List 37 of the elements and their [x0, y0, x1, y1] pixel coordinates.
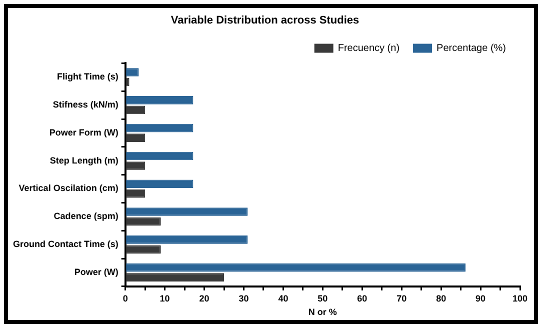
- x-tick-label: 0: [122, 293, 128, 304]
- bar: [126, 273, 224, 282]
- y-tick-label: Cadence (spm): [54, 211, 118, 222]
- x-tick-label: 70: [396, 293, 407, 304]
- x-tick-label: 80: [436, 293, 446, 304]
- x-tick-label: 30: [238, 293, 249, 304]
- bar: [126, 134, 146, 142]
- legend-label: Frecuency (n): [338, 42, 400, 54]
- bar: [126, 263, 466, 272]
- bar: [126, 189, 146, 198]
- bar: [126, 162, 146, 170]
- chart-title: Variable Distribution across Studies: [170, 14, 360, 27]
- bar: [126, 208, 248, 216]
- x-axis-title: N or %: [308, 307, 337, 318]
- y-tick-label: Step Length (m): [50, 155, 118, 166]
- bar: [126, 106, 146, 114]
- y-tick-label: Stifness (kN/m): [52, 100, 118, 110]
- y-tick-label: Power (W): [74, 266, 118, 277]
- bar: [126, 124, 194, 132]
- y-tick-label: Vertical Oscilation (cm): [18, 183, 118, 194]
- x-tick-label: 60: [357, 293, 368, 304]
- x-tick-label: 90: [476, 293, 486, 304]
- y-tick-label: Flight Time (s): [56, 72, 118, 82]
- bar: [126, 236, 248, 244]
- x-tick-label: 50: [318, 293, 328, 304]
- bar: [126, 245, 161, 254]
- bar: [126, 217, 161, 226]
- y-tick-label: Ground Contact Time (s): [12, 239, 118, 250]
- legend-label: Percentage (%): [436, 42, 506, 54]
- y-tick-label: Power Form (W): [49, 127, 118, 138]
- x-tick-label: 10: [160, 293, 170, 304]
- bar: [126, 180, 194, 188]
- x-tick-label: 20: [199, 293, 210, 304]
- bar: [126, 152, 194, 160]
- bar: [126, 96, 194, 104]
- x-tick-label: 100: [512, 293, 528, 304]
- x-tick-label: 40: [278, 293, 288, 304]
